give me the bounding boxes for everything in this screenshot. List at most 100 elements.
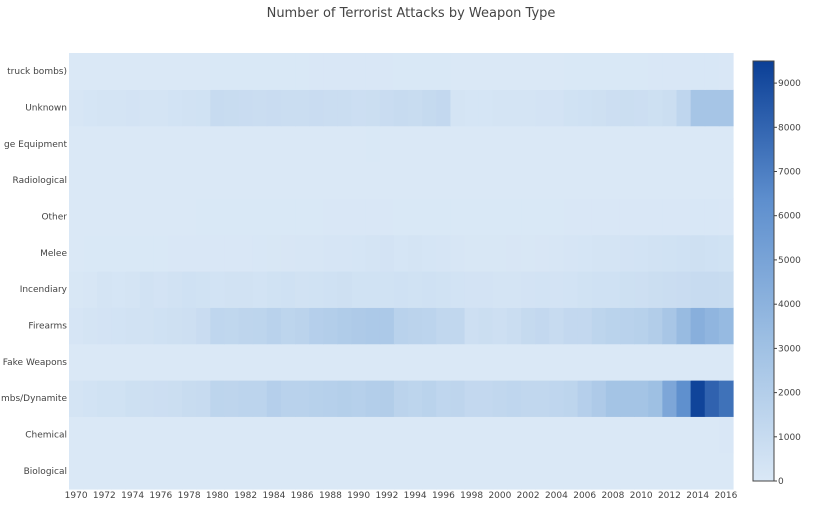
heatmap-cell: [83, 125, 98, 163]
heatmap-cell: [393, 198, 409, 236]
heatmap-cell: [563, 89, 579, 127]
heatmap-cell: [492, 125, 508, 163]
heatmap-cell: [351, 271, 367, 308]
heatmap-cell: [704, 307, 720, 345]
heatmap-cell: [280, 343, 296, 381]
x-tick-label: 2006: [573, 491, 596, 501]
heatmap-cell: [379, 343, 395, 381]
heatmap-cell: [167, 380, 183, 417]
heatmap-cell: [563, 53, 579, 90]
heatmap-cell: [676, 380, 692, 417]
heatmap-cell: [577, 271, 593, 308]
heatmap-cell: [210, 53, 226, 90]
heatmap-cell: [634, 416, 649, 454]
heatmap-cell: [97, 307, 112, 345]
colorbar-ticks: 0 1000 2000 3000 4000 5000 6000 7000 8000 9000: [774, 79, 801, 487]
heatmap-cell: [563, 234, 579, 272]
heatmap-cell: [238, 125, 254, 163]
heatmap-cell: [295, 343, 310, 381]
heatmap-cell: [535, 53, 550, 90]
heatmap-cell: [535, 198, 550, 236]
heatmap-cell: [422, 271, 437, 308]
colorbar-tick-label: 2000: [778, 389, 801, 399]
colorbar-tick-label: 1000: [778, 433, 801, 443]
heatmap-cell: [111, 271, 127, 308]
heatmap-cell: [690, 162, 706, 199]
heatmap-cell: [111, 125, 127, 163]
heatmap-cell: [69, 198, 84, 236]
heatmap-cell: [295, 125, 310, 163]
heatmap-cell: [521, 416, 536, 454]
heatmap-cell: [379, 416, 395, 454]
heatmap-cell: [506, 125, 522, 163]
heatmap-cell: [337, 307, 353, 345]
heatmap-cell: [492, 271, 508, 308]
heatmap-cell: [549, 416, 565, 454]
heatmap-cell: [111, 343, 127, 381]
heatmap-cell: [450, 380, 466, 417]
heatmap-cell: [210, 416, 226, 454]
heatmap-cell: [280, 416, 296, 454]
heatmap-cell: [393, 452, 409, 490]
heatmap-cell: [535, 89, 550, 127]
heatmap-cell: [83, 271, 98, 308]
heatmap-cell: [125, 89, 141, 127]
heatmap-cell: [365, 343, 381, 381]
heatmap-cell: [591, 307, 607, 345]
heatmap-cell: [577, 380, 593, 417]
heatmap-cell: [422, 307, 437, 345]
heatmap-cell: [83, 89, 98, 127]
heatmap-cell: [549, 271, 565, 308]
heatmap-cell: [182, 380, 197, 417]
x-tick-label: 1998: [460, 491, 483, 501]
heatmap-cell: [704, 380, 720, 417]
heatmap-cell: [492, 380, 508, 417]
heatmap-cell: [125, 162, 141, 199]
heatmap-cell: [464, 416, 480, 454]
heatmap-cell: [408, 416, 423, 454]
heatmap-cell: [450, 125, 466, 163]
heatmap-cell: [153, 416, 169, 454]
heatmap-cell: [492, 89, 508, 127]
heatmap-cell: [153, 343, 169, 381]
heatmap-cell: [436, 162, 452, 199]
heatmap-cell: [690, 307, 706, 345]
heatmap-cell: [690, 234, 706, 272]
heatmap-cell: [365, 234, 381, 272]
heatmap-cell: [351, 307, 367, 345]
heatmap-cell: [535, 125, 550, 163]
heatmap-cell: [408, 162, 423, 199]
heatmap-cell: [323, 89, 339, 127]
heatmap-cell: [337, 416, 353, 454]
heatmap-cell: [280, 307, 296, 345]
heatmap-cell: [422, 416, 437, 454]
heatmap-cell: [591, 53, 607, 90]
heatmap-cell: [563, 452, 579, 490]
heatmap-cell: [619, 452, 635, 490]
heatmap-cell: [577, 53, 593, 90]
x-tick-label: 2014: [686, 491, 709, 501]
heatmap-cell: [125, 53, 141, 90]
heatmap-cell: [704, 162, 720, 199]
heatmap-cell: [591, 125, 607, 163]
heatmap-cell: [408, 89, 423, 127]
heatmap-cell: [252, 125, 268, 163]
heatmap-cell: [563, 162, 579, 199]
heatmap-cell: [97, 452, 112, 490]
heatmap-cell: [563, 416, 579, 454]
heatmap-cell: [280, 125, 296, 163]
heatmap-cell: [280, 452, 296, 490]
heatmap-cell: [393, 53, 409, 90]
heatmap-cell: [478, 452, 494, 490]
heatmap-cell: [379, 53, 395, 90]
heatmap-cell: [478, 307, 494, 345]
heatmap-cell: [676, 234, 692, 272]
heatmap-cell: [153, 162, 169, 199]
x-tick-label: 2016: [714, 491, 737, 501]
heatmap-cell: [238, 380, 254, 417]
heatmap-cell: [210, 198, 226, 236]
heatmap-cell: [393, 416, 409, 454]
heatmap-cell: [478, 125, 494, 163]
y-tick-label: Incendiary: [20, 285, 68, 295]
x-tick-label: 2002: [517, 491, 540, 501]
